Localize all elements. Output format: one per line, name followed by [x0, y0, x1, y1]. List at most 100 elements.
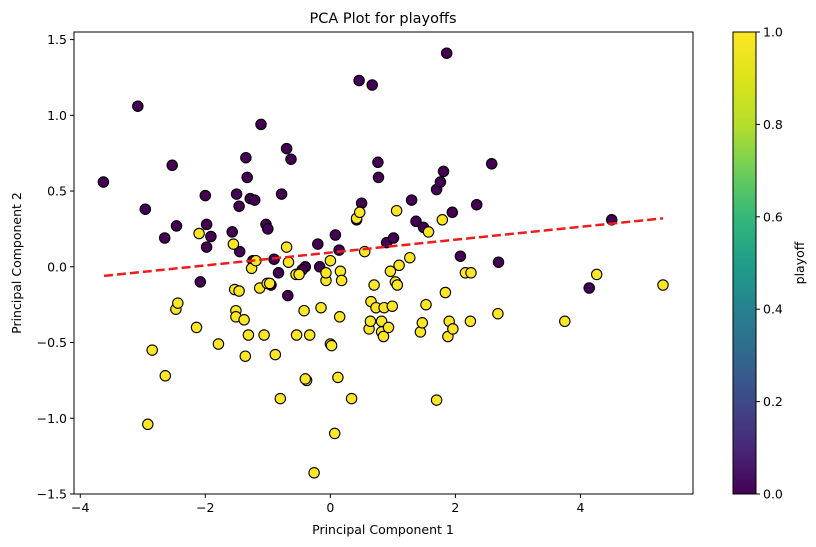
scatter-point-playoff-1	[274, 392, 287, 405]
scatter-point-playoff-0	[158, 232, 171, 244]
scatter-point-playoff-0	[470, 198, 483, 211]
x-tick-label: 0	[326, 500, 334, 515]
scatter-point-playoff-1	[368, 279, 380, 291]
colorbar-tick-label: 0.0	[763, 487, 783, 502]
scatter-point-playoff-1	[320, 267, 332, 279]
points-layer	[97, 47, 669, 479]
scatter-point-playoff-0	[353, 74, 365, 87]
colorbar	[732, 31, 757, 495]
y-tick-label: −1.0	[37, 411, 67, 426]
scatter-point-playoff-1	[559, 315, 571, 328]
scatter-point-playoff-1	[386, 300, 399, 312]
scatter-point-playoff-0	[233, 245, 246, 258]
x-tick-label: 2	[451, 500, 459, 515]
scatter-point-playoff-0	[485, 158, 498, 170]
y-tick-label: −0.5	[37, 335, 67, 350]
scatter-point-playoff-1	[325, 339, 338, 352]
scatter-point-playoff-1	[464, 315, 477, 328]
scatter-point-playoff-1	[190, 321, 203, 334]
scatter-point-playoff-1	[492, 307, 504, 320]
y-axis: −1.5 −1.0 −0.5 0.0 0.5 1.0 1.5	[37, 32, 74, 502]
scatter-point-playoff-0	[199, 189, 212, 202]
x-tick-label: −4	[71, 500, 89, 515]
scatter-point-playoff-0	[583, 282, 595, 294]
scatter-point-playoff-1	[142, 418, 154, 431]
colorbar-tick-label: 1.0	[763, 25, 783, 40]
scatter-point-playoff-0	[312, 238, 324, 250]
scatter-point-playoff-0	[387, 232, 400, 244]
y-tick-label: 0.0	[47, 259, 67, 274]
scatter-point-playoff-0	[262, 223, 274, 235]
colorbar-label: playoff	[792, 241, 807, 284]
scatter-point-playoff-0	[132, 100, 144, 112]
scatter-point-playoff-1	[227, 238, 240, 250]
scatter-point-playoff-1	[332, 371, 344, 384]
scatter-point-playoff-0	[240, 151, 252, 164]
scatter-point-playoff-1	[293, 268, 305, 281]
scatter-point-playoff-1	[146, 344, 158, 356]
scatter-point-playoff-1	[239, 350, 252, 362]
y-axis-label: Principal Component 2	[9, 192, 24, 334]
scatter-point-playoff-0	[282, 289, 294, 302]
scatter-point-playoff-0	[440, 47, 453, 59]
scatter-point-playoff-0	[205, 230, 217, 243]
scatter-point-playoff-1	[258, 329, 270, 341]
scatter-point-playoff-1	[335, 274, 348, 287]
scatter-point-playoff-1	[172, 297, 184, 309]
scatter-point-playoff-1	[242, 329, 255, 341]
scatter-point-playoff-1	[233, 285, 245, 297]
scatter-point-playoff-0	[437, 165, 450, 178]
y-tick-label: 1.5	[47, 32, 67, 47]
scatter-point-playoff-1	[391, 279, 404, 291]
scatter-point-playoff-1	[353, 206, 366, 219]
scatter-point-playoff-1	[447, 323, 459, 335]
trend-line	[103, 217, 664, 278]
scatter-point-playoff-1	[298, 304, 310, 317]
scatter-point-playoff-1	[430, 394, 443, 406]
scatter-point-playoff-1	[404, 251, 416, 264]
scatter-point-playoff-1	[159, 370, 172, 382]
scatter-point-playoff-1	[416, 317, 429, 329]
scatter-point-playoff-0	[139, 203, 152, 215]
scatter-point-playoff-1	[238, 314, 250, 326]
scatter-point-playoff-0	[329, 229, 342, 241]
scatter-point-playoff-0	[241, 171, 253, 184]
scatter-point-playoff-1	[465, 267, 477, 279]
x-axis-label: Principal Component 1	[312, 522, 454, 537]
scatter-point-playoff-0	[492, 256, 505, 268]
scatter-point-playoff-0	[200, 241, 213, 253]
scatter-point-playoff-0	[285, 153, 297, 165]
y-tick-label: 0.5	[47, 184, 67, 199]
scatter-point-playoff-1	[436, 214, 449, 226]
scatter-point-playoff-0	[166, 159, 178, 172]
scatter-point-playoff-0	[194, 276, 207, 288]
scatter-point-playoff-0	[200, 218, 213, 231]
scatter-point-playoff-0	[454, 250, 467, 262]
scatter-point-playoff-1	[439, 286, 452, 299]
scatter-point-playoff-1	[657, 279, 669, 291]
scatter-point-playoff-1	[422, 226, 435, 238]
scatter-point-playoff-1	[364, 315, 377, 328]
colorbar-axis: 0.0 0.2 0.4 0.6 0.8 1.0	[756, 25, 783, 502]
x-tick-label: 4	[576, 500, 584, 515]
y-tick-label: −1.5	[37, 487, 67, 502]
scatter-point-playoff-1	[333, 311, 346, 323]
scatter-point-playoff-1	[263, 277, 276, 290]
scatter-point-playoff-1	[280, 241, 293, 253]
scatter-point-playoff-1	[382, 321, 395, 334]
scatter-point-playoff-0	[272, 267, 285, 279]
scatter-point-playoff-0	[275, 188, 288, 200]
scatter-point-playoff-1	[269, 348, 282, 361]
scatter-point-playoff-0	[233, 200, 245, 212]
scatter-point-playoff-1	[299, 373, 312, 385]
scatter-point-playoff-0	[226, 226, 238, 238]
scatter-point-playoff-1	[420, 298, 432, 311]
scatter-point-playoff-0	[255, 118, 267, 131]
scatter-point-playoff-0	[248, 194, 261, 206]
chart-title: PCA Plot for playoffs	[310, 11, 457, 27]
scatter-point-playoff-0	[372, 171, 385, 184]
scatter-point-playoff-1	[328, 427, 341, 440]
scatter-point-playoff-1	[193, 227, 205, 240]
scatter-point-playoff-0	[97, 176, 110, 188]
